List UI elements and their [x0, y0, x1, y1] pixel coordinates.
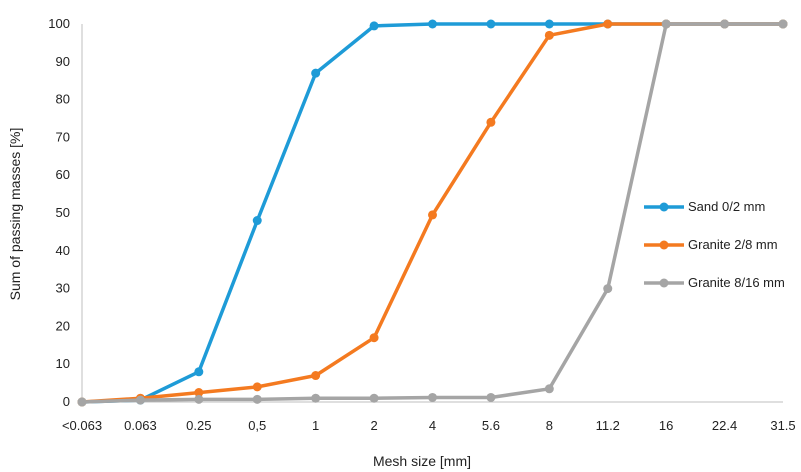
data-point [252, 382, 262, 392]
legend-swatch-marker [659, 240, 669, 250]
data-point [778, 19, 788, 29]
y-tick-label: 20 [56, 318, 70, 333]
x-tick-labels: <0.063 0.063 0.25 0,5 1 2 4 5.6 8 11.2 16 22.4 31.5 [62, 418, 796, 433]
legend-swatch-marker [659, 202, 669, 212]
series-3 [77, 19, 788, 407]
data-point [135, 395, 145, 405]
y-tick-label: 100 [48, 16, 70, 31]
x-axis-title: Mesh size [mm] [373, 453, 471, 469]
x-tick-label: <0.063 [62, 418, 102, 433]
y-tick-label: 40 [56, 243, 70, 258]
data-point [369, 393, 379, 403]
data-point [486, 19, 496, 29]
series-layer [77, 19, 788, 407]
legend-label: Granite 8/16 mm [688, 275, 785, 290]
x-tick-label: 0,5 [248, 418, 266, 433]
y-tick-label: 0 [63, 394, 70, 409]
x-tick-label: 2 [370, 418, 377, 433]
x-tick-label: 22.4 [712, 418, 737, 433]
data-point [428, 210, 437, 220]
y-tick-label: 60 [56, 167, 70, 182]
legend-label: Sand 0/2 mm [688, 199, 765, 214]
data-point [603, 284, 613, 294]
data-point [661, 19, 671, 29]
data-point [428, 392, 437, 402]
data-point [252, 216, 262, 226]
data-point [544, 19, 554, 29]
data-point [311, 371, 321, 381]
legend-item: Sand 0/2 mm [644, 199, 765, 214]
data-point [194, 367, 204, 377]
x-tick-label: 8 [546, 418, 553, 433]
data-point [194, 394, 204, 404]
y-tick-label: 70 [56, 129, 70, 144]
data-point [486, 392, 496, 402]
x-tick-label: 4 [429, 418, 436, 433]
x-tick-label: 5.6 [482, 418, 500, 433]
data-point [252, 394, 262, 404]
x-tick-label: 11.2 [596, 418, 620, 433]
data-point [603, 19, 613, 29]
legend-label: Granite 2/8 mm [688, 237, 778, 252]
series-2 [77, 19, 788, 407]
y-tick-label: 90 [56, 54, 70, 69]
legend: Sand 0/2 mm Granite 2/8 mm Granite 8/16 mm [644, 199, 785, 290]
data-point [77, 397, 87, 407]
y-tick-label: 80 [56, 92, 70, 107]
x-tick-label: 1 [312, 418, 319, 433]
y-tick-labels: 0 10 20 30 40 50 60 70 80 90 100 [48, 16, 70, 409]
data-point [369, 333, 379, 343]
data-point [311, 68, 321, 78]
x-tick-label: 16 [659, 418, 673, 433]
y-tick-label: 10 [56, 356, 70, 371]
data-point [428, 19, 437, 29]
data-point [194, 388, 204, 398]
y-tick-label: 30 [56, 281, 70, 296]
data-point [544, 30, 554, 40]
x-tick-label: 0.25 [186, 418, 211, 433]
x-tick-label: 0.063 [124, 418, 157, 433]
data-point [720, 19, 730, 29]
legend-item: Granite 8/16 mm [644, 275, 785, 290]
legend-item: Granite 2/8 mm [644, 237, 778, 252]
x-tick-label: 31.5 [770, 418, 795, 433]
data-point [369, 21, 379, 31]
y-tick-label: 50 [56, 205, 70, 220]
legend-swatch-marker [659, 278, 669, 288]
data-point [544, 384, 554, 394]
data-point [311, 393, 321, 403]
y-axis-title: Sum of passing masses [%] [7, 128, 23, 301]
data-point [486, 117, 496, 127]
